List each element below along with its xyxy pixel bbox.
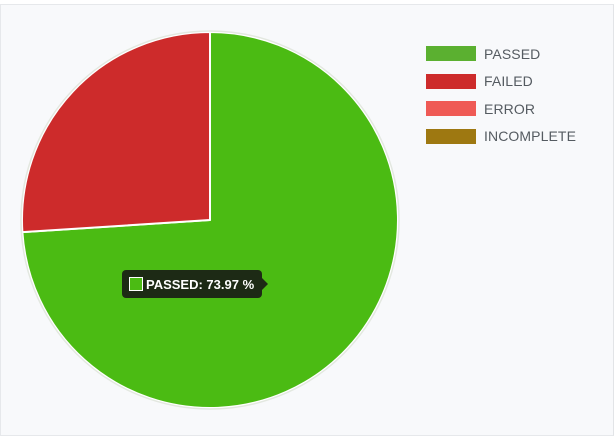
legend-label-error: ERROR xyxy=(484,100,536,117)
chart-legend: PASSED FAILED ERROR INCOMPLETE xyxy=(426,40,606,150)
legend-swatch-passed xyxy=(426,46,476,62)
legend-item-incomplete[interactable]: INCOMPLETE xyxy=(426,123,606,151)
legend-label-passed: PASSED xyxy=(484,45,541,62)
legend-swatch-failed xyxy=(426,73,476,89)
pie-outline xyxy=(20,30,400,410)
legend-item-error[interactable]: ERROR xyxy=(426,95,606,123)
legend-label-failed: FAILED xyxy=(484,73,533,90)
legend-label-incomplete: INCOMPLETE xyxy=(484,128,577,145)
legend-item-passed[interactable]: PASSED xyxy=(426,40,606,68)
slice-tooltip: PASSED: 73.97 % xyxy=(122,270,269,298)
legend-swatch-error xyxy=(426,101,476,117)
legend-swatch-incomplete xyxy=(426,128,476,144)
tooltip-text: PASSED: 73.97 % xyxy=(146,276,255,292)
legend-item-failed[interactable]: FAILED xyxy=(426,68,606,96)
tooltip-swatch xyxy=(129,277,143,291)
pie-slice-failed[interactable] xyxy=(20,31,211,234)
